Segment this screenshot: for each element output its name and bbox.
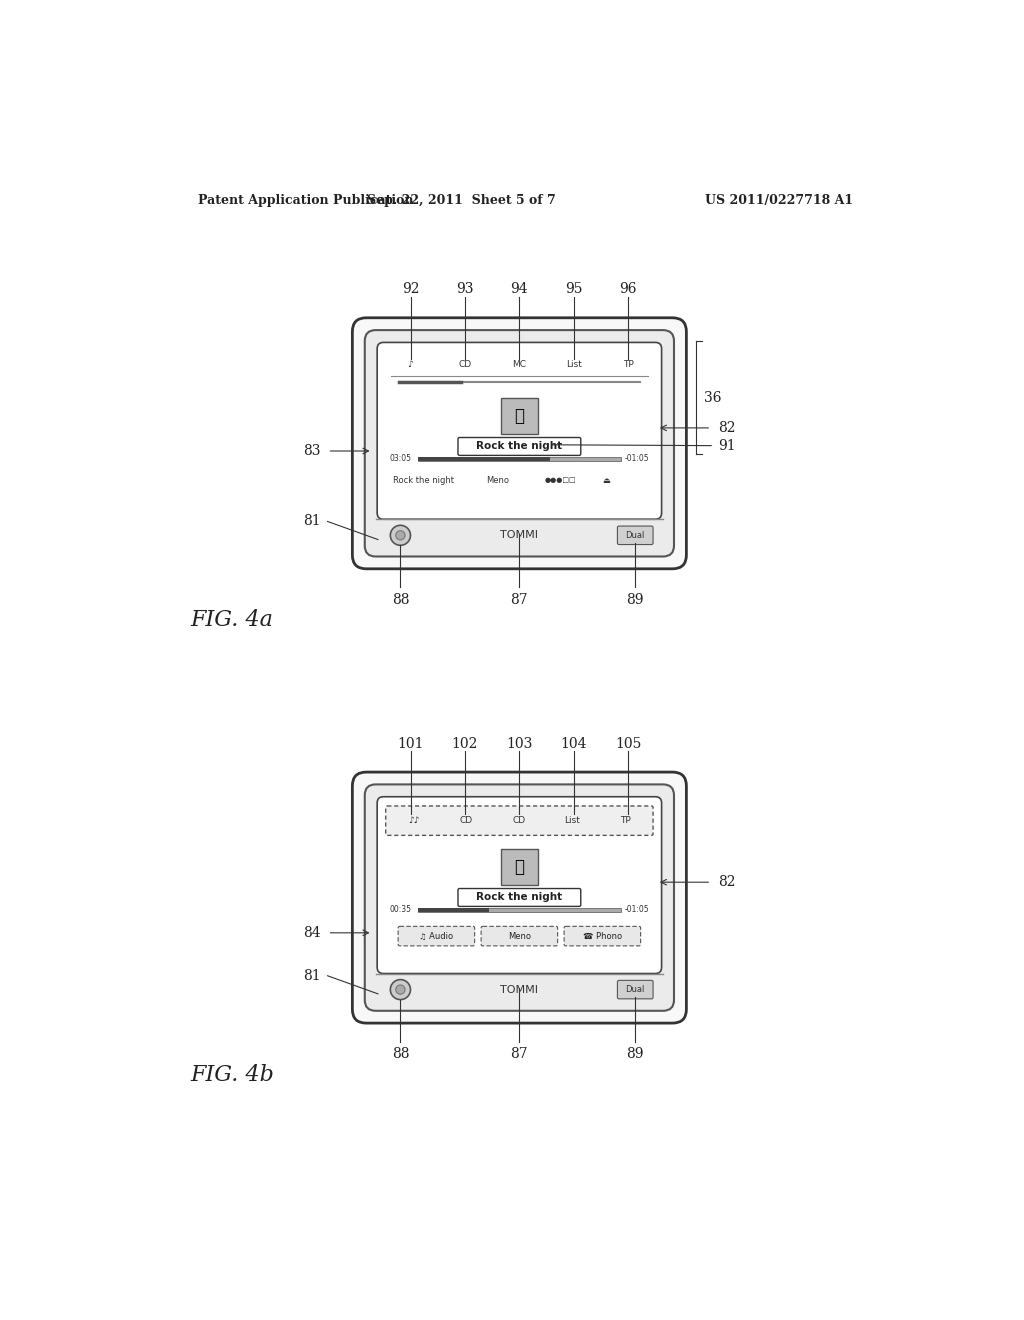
Text: ♪: ♪ (408, 360, 414, 370)
Text: 95: 95 (565, 282, 583, 296)
Text: ♪♪: ♪♪ (408, 816, 420, 825)
Bar (418, 908, 621, 912)
Circle shape (395, 985, 406, 994)
FancyBboxPatch shape (458, 437, 581, 455)
Text: Meno: Meno (486, 475, 509, 484)
Text: 81: 81 (303, 515, 321, 528)
Text: Dual: Dual (626, 531, 645, 540)
Text: ♫ Audio: ♫ Audio (419, 932, 454, 941)
Text: Dual: Dual (626, 985, 645, 994)
Text: ☎ Phono: ☎ Phono (583, 932, 622, 941)
Text: TOMMI: TOMMI (501, 985, 539, 994)
Text: 81: 81 (303, 969, 321, 983)
Text: 103: 103 (506, 737, 532, 751)
Text: 88: 88 (391, 593, 410, 607)
Text: TOMMI: TOMMI (501, 531, 539, 540)
Text: Meno: Meno (508, 932, 530, 941)
Text: 87: 87 (511, 1047, 528, 1061)
FancyBboxPatch shape (386, 807, 653, 836)
Text: Rock the night: Rock the night (476, 892, 562, 903)
FancyBboxPatch shape (617, 527, 653, 545)
FancyBboxPatch shape (617, 981, 653, 999)
Text: CD: CD (459, 360, 471, 370)
Text: 84: 84 (303, 925, 321, 940)
Text: 03:05: 03:05 (389, 454, 412, 463)
Text: -01:05: -01:05 (625, 454, 649, 463)
Text: 89: 89 (627, 1047, 644, 1061)
Text: CD: CD (460, 816, 473, 825)
Circle shape (390, 525, 411, 545)
Bar (418, 457, 621, 461)
FancyBboxPatch shape (398, 927, 475, 946)
FancyBboxPatch shape (365, 784, 674, 1011)
Text: List: List (566, 360, 582, 370)
Text: CD: CD (513, 816, 526, 825)
Text: Sep. 22, 2011  Sheet 5 of 7: Sep. 22, 2011 Sheet 5 of 7 (367, 194, 556, 207)
Text: List: List (564, 816, 581, 825)
FancyBboxPatch shape (458, 888, 581, 907)
Text: 101: 101 (397, 737, 424, 751)
Text: 105: 105 (615, 737, 641, 751)
Circle shape (390, 979, 411, 999)
Text: Rock the night: Rock the night (392, 475, 454, 484)
Text: FIG. 4a: FIG. 4a (190, 610, 272, 631)
FancyBboxPatch shape (481, 927, 558, 946)
Text: 89: 89 (627, 593, 644, 607)
Bar (501, 397, 538, 434)
Text: -01:05: -01:05 (625, 906, 649, 915)
FancyBboxPatch shape (352, 318, 686, 569)
Text: Rock the night: Rock the night (476, 441, 562, 451)
Bar (418, 457, 550, 461)
Text: MC: MC (512, 360, 526, 370)
FancyBboxPatch shape (352, 772, 686, 1023)
Text: 82: 82 (718, 421, 735, 434)
Text: 82: 82 (718, 875, 735, 890)
Text: FIG. 4b: FIG. 4b (190, 1064, 273, 1085)
Text: ⏏: ⏏ (602, 475, 610, 484)
Text: 36: 36 (703, 391, 722, 405)
Text: 102: 102 (452, 737, 478, 751)
Text: Patent Application Publication: Patent Application Publication (198, 194, 414, 207)
Text: 93: 93 (457, 282, 474, 296)
Text: ●●●□□: ●●●□□ (545, 477, 575, 483)
Text: 104: 104 (560, 737, 587, 751)
Text: 96: 96 (620, 282, 637, 296)
Text: 88: 88 (391, 1047, 410, 1061)
FancyBboxPatch shape (365, 330, 674, 557)
Text: US 2011/0227718 A1: US 2011/0227718 A1 (705, 194, 853, 207)
Circle shape (395, 531, 406, 540)
FancyBboxPatch shape (564, 927, 641, 946)
Text: 00:35: 00:35 (389, 906, 412, 915)
Bar (418, 908, 489, 912)
Text: TP: TP (620, 816, 631, 825)
FancyBboxPatch shape (377, 797, 662, 974)
Bar (501, 849, 538, 886)
Text: 92: 92 (401, 282, 419, 296)
Text: 87: 87 (511, 593, 528, 607)
FancyBboxPatch shape (377, 342, 662, 519)
Text: 🖼: 🖼 (514, 407, 524, 425)
Text: 🖼: 🖼 (514, 858, 524, 876)
Text: 83: 83 (303, 444, 321, 458)
Text: TP: TP (623, 360, 634, 370)
Text: 94: 94 (511, 282, 528, 296)
Text: 91: 91 (718, 438, 735, 453)
